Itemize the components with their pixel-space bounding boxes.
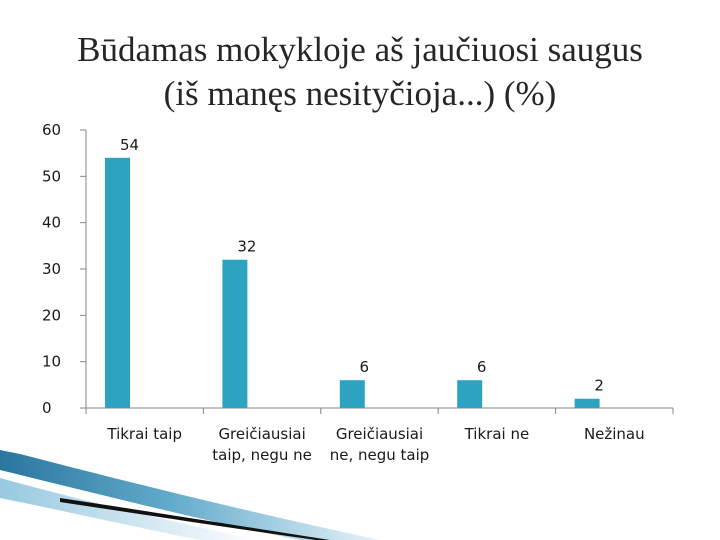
x-category-label: Tikrai ne bbox=[464, 425, 530, 443]
bar bbox=[574, 398, 600, 408]
bar bbox=[457, 380, 483, 408]
data-label: 32 bbox=[237, 238, 256, 256]
y-tick-label: 0 bbox=[42, 399, 52, 417]
x-category-label: Greičiausiai bbox=[336, 425, 423, 443]
x-category-label: taip, negu ne bbox=[212, 446, 312, 464]
data-label: 2 bbox=[594, 377, 604, 395]
x-category-label: Nežinau bbox=[584, 425, 645, 443]
chart-title: Būdamas mokykloje aš jaučiuosi saugus (i… bbox=[20, 28, 700, 116]
y-tick-label: 20 bbox=[42, 306, 61, 324]
decorative-ribbon bbox=[0, 450, 380, 540]
y-tick-label: 60 bbox=[42, 121, 61, 139]
x-category-label: ne, negu taip bbox=[330, 446, 430, 464]
chart-title-line-1: Būdamas mokykloje aš jaučiuosi saugus bbox=[77, 30, 643, 69]
chart-title-line-2: (iš manęs nesityčioja...) (%) bbox=[163, 74, 557, 113]
data-label: 6 bbox=[360, 358, 370, 376]
x-category-label: Greičiausiai bbox=[218, 425, 305, 443]
y-tick-label: 10 bbox=[42, 353, 61, 371]
bar bbox=[222, 259, 248, 408]
x-category-label: Tikrai taip bbox=[106, 425, 182, 443]
y-tick-label: 50 bbox=[42, 167, 61, 185]
y-tick-label: 30 bbox=[42, 260, 61, 278]
bar bbox=[339, 380, 365, 408]
data-label: 54 bbox=[120, 136, 139, 154]
bar bbox=[105, 157, 130, 408]
data-label: 6 bbox=[477, 358, 487, 376]
y-tick-label: 40 bbox=[42, 214, 61, 232]
